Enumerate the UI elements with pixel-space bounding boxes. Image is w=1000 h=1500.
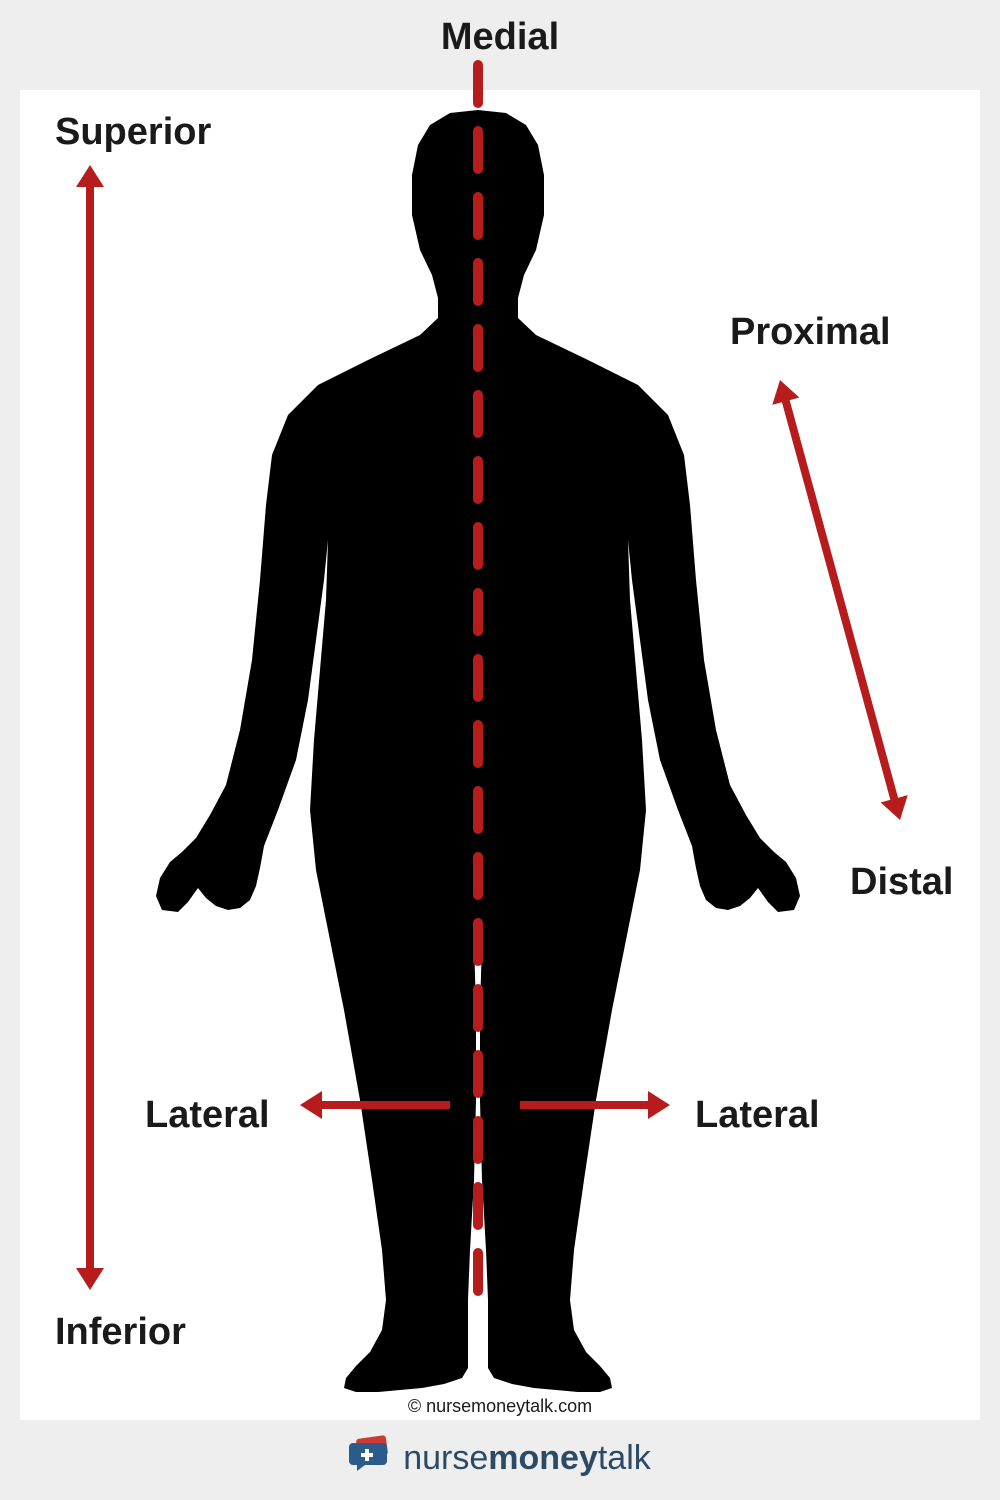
label-distal: Distal — [850, 861, 953, 904]
logo-icon — [349, 1435, 395, 1482]
label-lateral-left: Lateral — [145, 1094, 270, 1137]
logo-money: money — [488, 1439, 598, 1477]
label-medial: Medial — [0, 16, 1000, 59]
footer-logo: nursemoneytalk — [0, 1435, 1000, 1482]
label-proximal: Proximal — [730, 311, 891, 354]
diagram-card — [20, 90, 980, 1420]
credit-text: © nursemoneytalk.com — [0, 1396, 1000, 1417]
logo-nurse: nurse — [403, 1439, 488, 1477]
logo-talk: talk — [598, 1439, 651, 1477]
label-lateral-right: Lateral — [695, 1094, 820, 1137]
label-superior: Superior — [55, 111, 211, 154]
outer-frame: Medial Superior Inferior Proximal Distal… — [0, 0, 1000, 1500]
label-inferior: Inferior — [55, 1311, 186, 1354]
